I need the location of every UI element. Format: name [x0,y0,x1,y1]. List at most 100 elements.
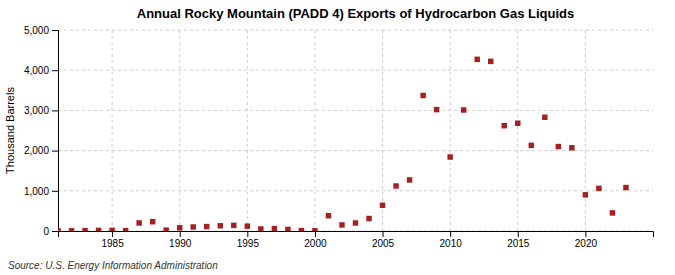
point [69,228,74,231]
points [58,57,629,231]
point [447,154,452,159]
point [569,145,574,150]
point [515,121,520,126]
point [204,224,209,229]
x-tick: 1990 [169,231,192,249]
y-tick: 3,000 [24,105,58,116]
point [218,223,223,228]
point [529,143,534,148]
y-tick: 2,000 [24,145,58,156]
y-tick-mark [52,231,58,232]
point [596,186,601,191]
y-tick-mark [52,191,58,192]
y-axis: 0 1,000 2,000 3,000 4,000 5,000 [24,25,59,237]
x-axis-line [59,232,654,238]
point [272,226,277,231]
point [623,185,628,190]
x-tick-label: 1995 [237,238,260,249]
y-tick-mark [52,30,58,31]
y-axis-line [52,31,59,232]
point [380,203,385,208]
point [109,228,114,231]
point [299,228,304,231]
y-tick-mark [52,110,58,111]
x-tick: 2020 [575,231,598,249]
title: Annual Rocky Mountain (PADD 4) Exports o… [137,6,574,21]
x-tick-label: 2020 [575,238,598,249]
y-grid-line [58,70,653,71]
point [312,228,317,231]
x-grid-line [585,30,586,231]
point [150,219,155,224]
x-tick: 2000 [304,231,327,249]
y-tick: 1,000 [24,186,58,197]
point [366,216,371,221]
y-tick: 4,000 [24,65,58,76]
point [393,183,398,188]
x-grid-line [247,30,248,231]
y-grid-line [58,30,653,31]
y-axis-title: Thousand Barrels [4,87,16,174]
point [190,224,195,229]
x-tick: 2005 [372,231,395,249]
x-tick: 2010 [440,231,463,249]
y-tick-label: 0 [43,226,49,237]
x-axis: 1985 1990 1995 2000 2005 2010 2015 2020 [59,231,654,249]
x-tick-mark [518,231,519,237]
x-tick-label: 2010 [440,238,463,249]
x-tick: 2015 [507,231,530,249]
y-tick: 5,000 [24,25,58,36]
point [123,228,128,231]
x-tick-mark [112,231,113,237]
x-tick-mark [315,231,316,237]
x-tick-label: 1985 [101,238,124,249]
grid [58,30,653,231]
point [461,107,466,112]
point [136,220,141,225]
x-tick-mark [247,231,248,237]
x-tick: 1995 [237,231,260,249]
point [434,107,439,112]
plot-area: 1985 1990 1995 2000 2005 2010 2015 2020 0 1,000 2,… [24,25,654,249]
y-tick-mark [52,70,58,71]
point [407,177,412,182]
x-tick-mark [383,231,384,237]
x-grid-line [179,30,180,231]
point [610,210,615,215]
point [583,192,588,197]
point [353,220,358,225]
point [488,59,493,64]
point [177,225,182,230]
y-tick-label: 1,000 [24,186,49,197]
point [58,228,61,231]
x-grid-line [517,30,518,231]
point [556,144,561,149]
y-tick-label: 5,000 [24,25,49,36]
point [542,114,547,119]
y-tick-mark [52,151,58,152]
x-tick-mark [585,231,586,237]
point [502,123,507,128]
point [258,226,263,231]
y-grid-line [58,110,653,111]
point [231,223,236,228]
x-tick-mark [450,231,451,237]
point [285,227,290,231]
point [163,227,168,231]
x-grid-line [112,30,113,231]
x-tick-label: 2015 [507,238,530,249]
point [326,213,331,218]
y-tick-label: 3,000 [24,105,49,116]
source: Source: U.S. Energy Information Administ… [8,260,218,271]
point [474,57,479,62]
point [420,93,425,98]
y-tick: 0 [43,226,58,237]
x-tick-label: 2005 [372,238,395,249]
y-tick-label: 2,000 [24,145,49,156]
chart: 1985 1990 1995 2000 2005 2010 2015 2020 0 1,000 2,… [0,0,675,275]
x-grid-line [314,30,315,231]
y-grid-line [58,190,653,191]
x-tick-label: 2000 [304,238,327,249]
x-tick-mark [180,231,181,237]
point [245,223,250,228]
